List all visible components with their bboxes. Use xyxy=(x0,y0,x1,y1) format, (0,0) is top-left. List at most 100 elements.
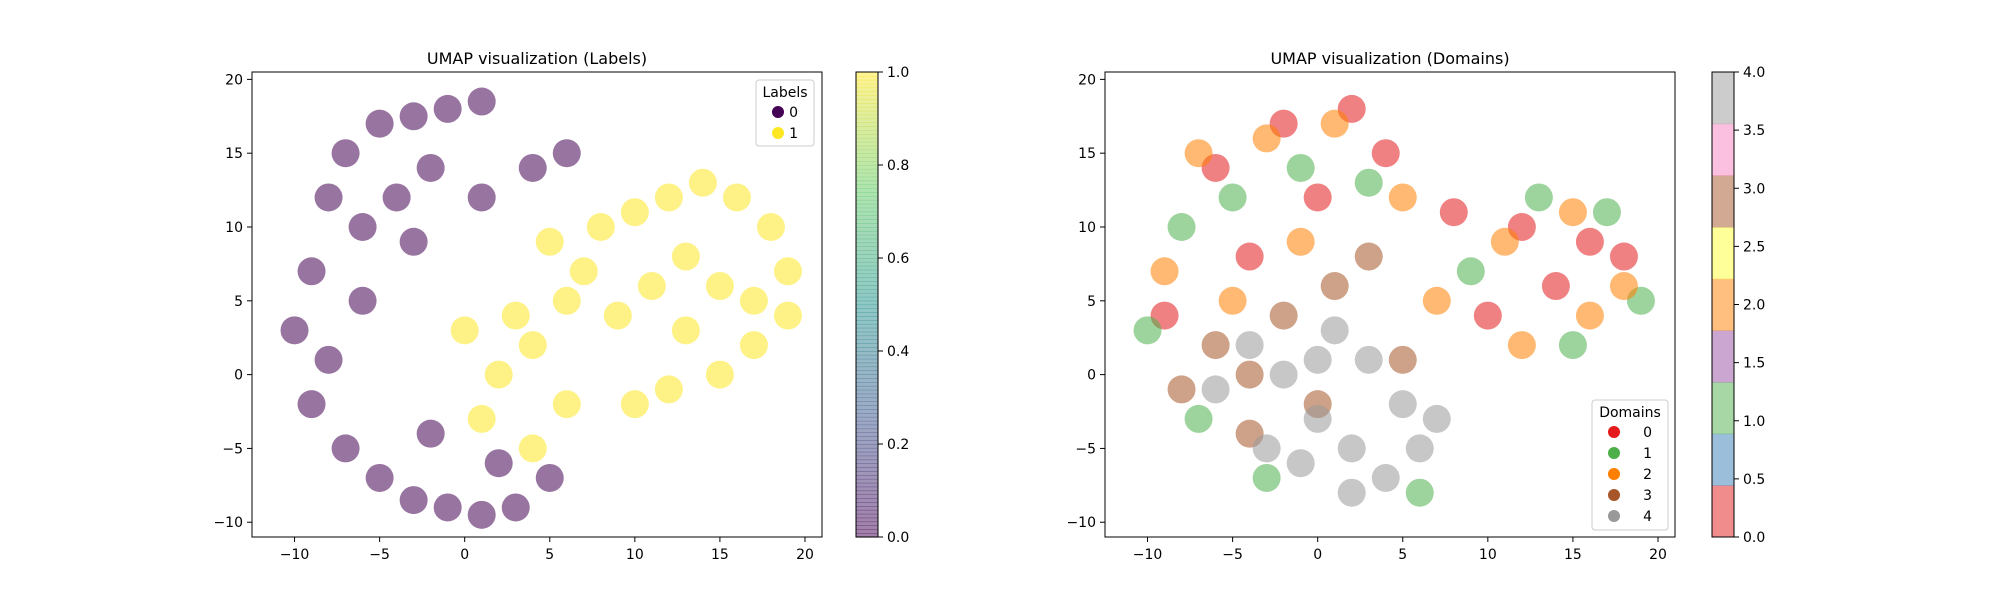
data-point xyxy=(382,183,411,212)
data-point xyxy=(1184,404,1213,433)
colorbar-segment xyxy=(856,106,878,112)
colorbar-band xyxy=(1712,485,1734,538)
colorbar-segment xyxy=(856,250,878,255)
data-point xyxy=(467,87,496,116)
colorbar-segment xyxy=(856,110,878,116)
colorbar-segment xyxy=(856,498,878,503)
data-point xyxy=(1354,168,1383,197)
colorbar-segment xyxy=(856,192,878,197)
colorbar-tick-label: 1.0 xyxy=(887,65,909,81)
colorbar-segment xyxy=(856,292,878,298)
data-point xyxy=(1320,109,1349,138)
data-point xyxy=(1218,183,1247,212)
colorbar-segment xyxy=(856,207,878,213)
domains-colorbar: 0.0 0.5 1.0 1.5 2.0 2.5 3.0 3.5 4.0 xyxy=(1711,65,1765,546)
colorbar-segment xyxy=(856,261,878,267)
data-point xyxy=(1439,198,1468,227)
data-point xyxy=(1388,183,1417,212)
data-point xyxy=(331,139,360,168)
colorbar-segment xyxy=(856,533,878,538)
data-point xyxy=(518,153,547,182)
data-point xyxy=(484,360,513,389)
colorbar-segment xyxy=(856,230,878,236)
data-point xyxy=(1303,345,1332,374)
colorbar-segment xyxy=(856,358,878,364)
data-point xyxy=(1524,183,1553,212)
data-point xyxy=(399,102,428,131)
data-point xyxy=(399,227,428,256)
colorbar-segment xyxy=(856,389,878,395)
colorbar-segment xyxy=(856,83,878,89)
colorbar-segment xyxy=(856,409,878,414)
data-point xyxy=(416,153,445,182)
data-point xyxy=(1286,449,1315,478)
colorbar-segment xyxy=(856,351,878,356)
colorbar-segment xyxy=(856,137,878,143)
data-point xyxy=(1269,301,1298,330)
colorbar-band xyxy=(1712,278,1734,331)
data-point xyxy=(1184,139,1213,168)
scatter-points xyxy=(280,87,802,529)
data-point xyxy=(1422,286,1451,315)
data-point xyxy=(1558,198,1587,227)
data-point xyxy=(467,183,496,212)
data-point xyxy=(467,404,496,433)
domains-legend: Domains 0 1 2 3 4 xyxy=(1591,399,1669,531)
data-point xyxy=(756,213,785,241)
colorbar-segment xyxy=(856,281,878,286)
legend-marker xyxy=(772,127,784,139)
data-point xyxy=(1320,316,1349,345)
colorbar-segment xyxy=(856,258,878,263)
colorbar-frame xyxy=(855,71,879,538)
data-point xyxy=(1337,434,1366,463)
data-point xyxy=(722,183,751,212)
domains-umap-panel: UMAP visualization (Domains) −10 −5 0 5 10 15… xyxy=(1066,49,1765,563)
colorbar-segment xyxy=(856,478,878,484)
x-tick-label: 5 xyxy=(545,547,554,563)
colorbar-segment xyxy=(856,378,878,383)
colorbar-segment xyxy=(856,420,878,426)
data-point xyxy=(1286,227,1315,256)
y-axis-ticks: −10 −5 0 5 10 15 20 xyxy=(1066,72,1105,531)
data-point xyxy=(297,390,326,419)
data-point xyxy=(348,286,377,315)
data-point xyxy=(433,94,462,123)
x-tick-label: 0 xyxy=(460,547,469,563)
data-point xyxy=(1592,198,1621,227)
colorbar-segment xyxy=(856,517,878,523)
colorbar-segment xyxy=(856,188,878,193)
data-point xyxy=(1252,124,1281,153)
legend-marker xyxy=(1608,426,1620,438)
colorbar-segment xyxy=(856,471,878,476)
data-point xyxy=(1575,301,1604,330)
colorbar-segment xyxy=(856,277,878,282)
data-point xyxy=(705,272,734,301)
colorbar-segment xyxy=(856,436,878,441)
data-point xyxy=(1371,139,1400,168)
data-point xyxy=(1558,331,1587,360)
data-point xyxy=(637,272,666,301)
data-point xyxy=(1201,331,1230,360)
colorbar-segment xyxy=(856,165,878,170)
colorbar-segment xyxy=(856,320,878,325)
x-axis-ticks: −10 −5 0 5 10 15 20 xyxy=(280,537,814,563)
colorbar-segment xyxy=(856,289,878,294)
colorbar-segment xyxy=(856,475,878,480)
colorbar-band xyxy=(1712,123,1734,176)
colorbar-segment xyxy=(856,362,878,368)
colorbar-tick-label: 3.0 xyxy=(1743,181,1765,197)
colorbar-segment xyxy=(856,335,878,340)
data-point xyxy=(1252,463,1281,492)
colorbar-segment xyxy=(856,126,878,131)
data-point xyxy=(1490,227,1519,256)
data-point xyxy=(484,449,513,478)
colorbar-segment xyxy=(856,203,878,209)
y-tick-label: −10 xyxy=(1066,515,1096,531)
data-point xyxy=(501,493,530,522)
x-tick-label: −10 xyxy=(280,547,310,563)
data-point xyxy=(1133,316,1162,345)
colorbar-segment xyxy=(856,304,878,309)
colorbar-segment xyxy=(856,447,878,453)
y-tick-label: 20 xyxy=(1078,72,1096,88)
